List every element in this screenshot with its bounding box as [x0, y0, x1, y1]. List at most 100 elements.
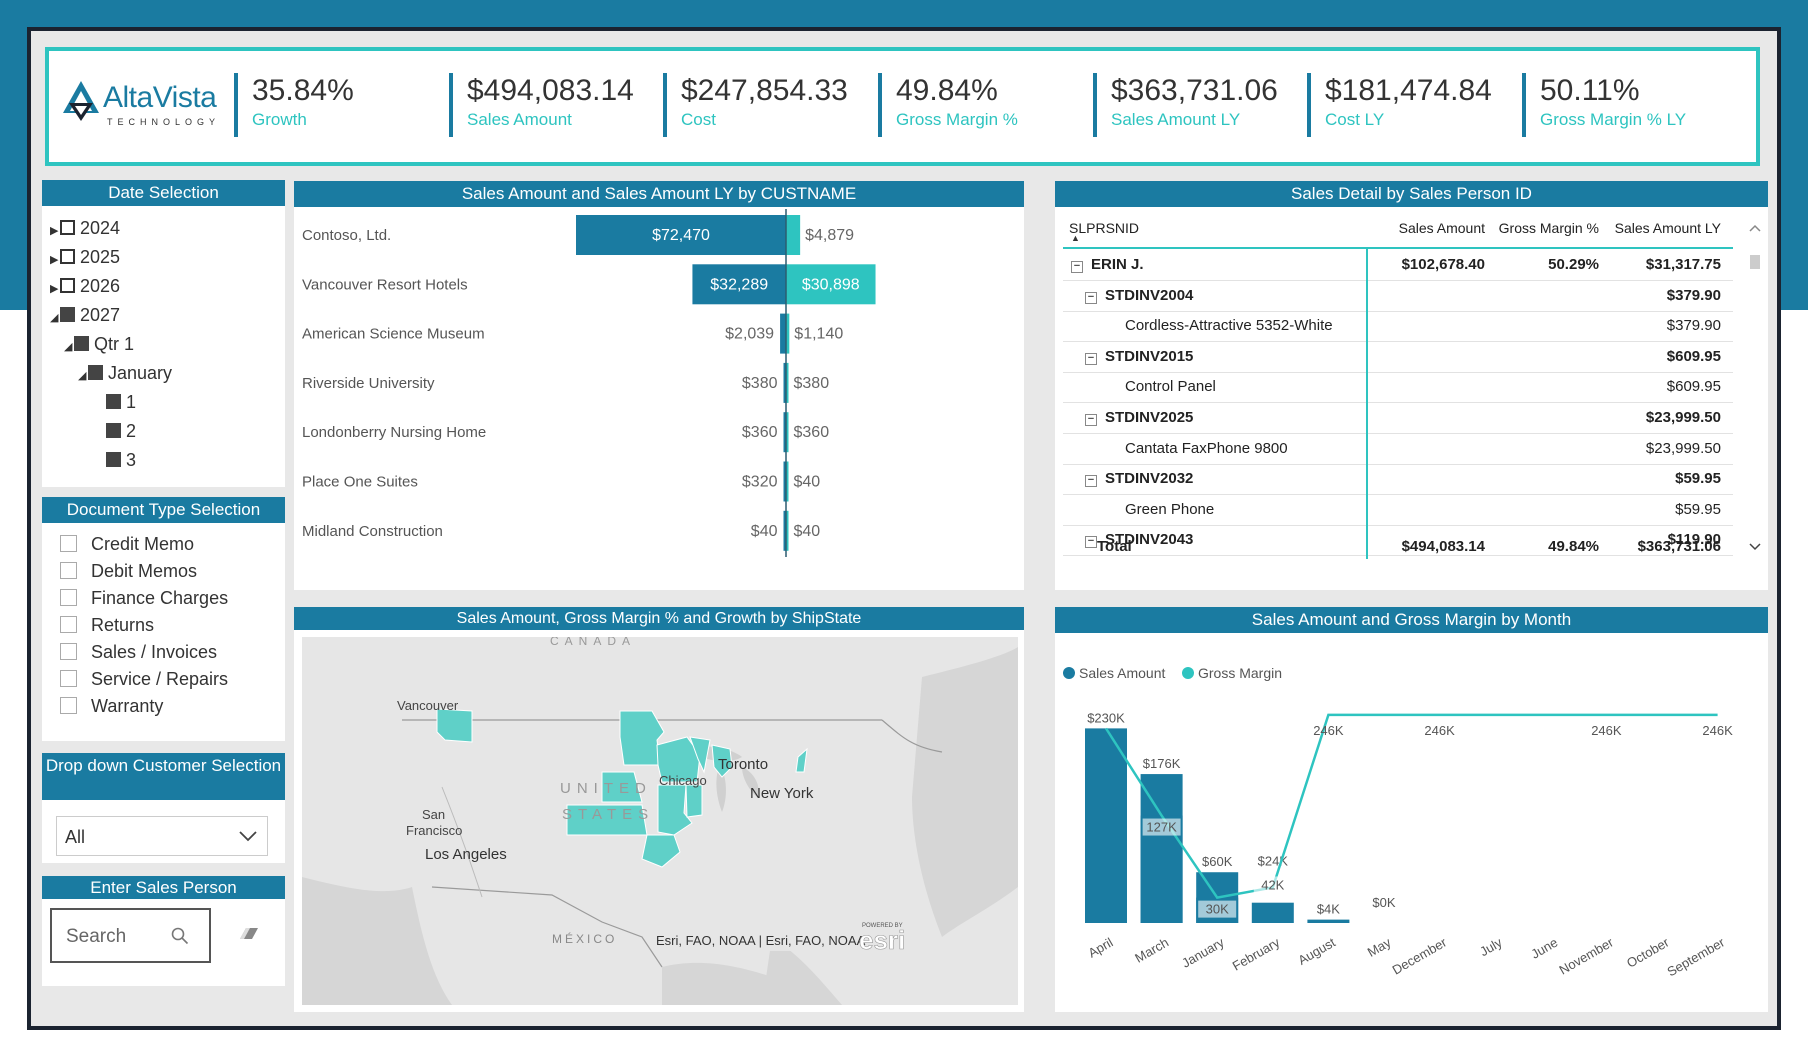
collapse-icon[interactable]: ◢	[64, 341, 73, 353]
sales-ly-bar[interactable]	[786, 313, 790, 354]
quarter-item[interactable]: ◢ Qtr 1	[64, 334, 134, 355]
sales-ly-bar[interactable]	[786, 362, 789, 403]
sales-ly-bar[interactable]	[786, 510, 789, 551]
collapse-icon[interactable]: ◢	[50, 312, 59, 324]
table-row[interactable]: Control Panel $609.95	[1063, 372, 1733, 404]
collapse-icon[interactable]: −	[1085, 525, 1097, 555]
table-row[interactable]: Cordless-Attractive 5352-White $379.90	[1063, 311, 1733, 343]
sales-ly-bar[interactable]	[786, 412, 789, 453]
collapse-icon[interactable]: −	[1085, 342, 1097, 372]
sales-bar[interactable]	[783, 362, 787, 403]
sales-person-search[interactable]: Search	[50, 908, 211, 963]
checkbox-icon[interactable]	[74, 336, 89, 351]
table-row[interactable]: − ERIN J. $102,678.40 50.29% $31,317.75	[1063, 250, 1733, 281]
checkbox-icon[interactable]	[106, 452, 121, 467]
collapse-icon[interactable]: −	[1071, 250, 1083, 280]
year-2024[interactable]: ▶ 2024	[50, 218, 120, 239]
collapse-icon[interactable]: −	[1085, 281, 1097, 311]
sales-bar[interactable]	[780, 313, 786, 354]
table-row[interactable]: − STDINV2015 $609.95	[1063, 342, 1733, 373]
table-row[interactable]: Green Phone $59.95	[1063, 495, 1733, 526]
sales-data-label: $320	[742, 474, 778, 491]
sales-bar[interactable]	[576, 215, 786, 255]
day-item[interactable]: 3	[106, 450, 136, 471]
day-item[interactable]: 2	[106, 421, 136, 442]
day-item[interactable]: 1	[106, 392, 136, 413]
scroll-thumb[interactable]	[1750, 255, 1760, 269]
customer-dropdown-title: Drop down Customer Selection	[42, 753, 285, 800]
doc-option[interactable]: Debit Memos	[60, 561, 197, 582]
table-row[interactable]: − STDINV2025 $23,999.50	[1063, 403, 1733, 434]
sales-bar[interactable]	[1307, 919, 1350, 923]
table-row[interactable]: − STDINV2032 $59.95	[1063, 464, 1733, 496]
sales-data-label: $32,289	[710, 276, 768, 293]
eraser-icon[interactable]	[238, 926, 260, 942]
collapse-icon[interactable]: −	[1085, 464, 1097, 494]
sales-bar[interactable]	[1085, 728, 1127, 923]
sales-ly-bar[interactable]	[786, 215, 801, 255]
doc-option[interactable]: Finance Charges	[60, 588, 228, 609]
sales-data-label: $176K	[1143, 756, 1181, 771]
collapse-icon[interactable]: ◢	[78, 370, 87, 382]
checkbox-icon[interactable]	[60, 670, 77, 687]
table-scrollbar[interactable]	[1747, 219, 1763, 553]
year-2025[interactable]: ▶ 2025	[50, 247, 120, 268]
table-row[interactable]: − STDINV2004 $379.90	[1063, 281, 1733, 312]
expand-icon[interactable]: ▶	[50, 225, 59, 237]
sales-ly-bar[interactable]	[786, 264, 876, 305]
header-sales-amount[interactable]: Sales Amount	[1398, 220, 1485, 236]
sales-bar[interactable]	[783, 412, 787, 453]
customer-select[interactable]: All	[56, 816, 268, 856]
checkbox-icon[interactable]	[60, 278, 75, 293]
map-attribution: Esri, FAO, NOAA | Esri, FAO, NOAA	[656, 933, 866, 948]
search-icon[interactable]	[171, 927, 189, 945]
gm-line[interactable]	[1104, 713, 1718, 899]
checkbox-icon[interactable]	[106, 394, 121, 409]
checkbox-icon[interactable]	[60, 616, 77, 633]
month-chart: Sales Amount Gross Margin $230K April $176K M…	[1063, 665, 1733, 979]
checkbox-icon[interactable]	[60, 697, 77, 714]
year-2026[interactable]: ▶ 2026	[50, 276, 120, 297]
scroll-down-icon[interactable]	[1747, 541, 1763, 553]
header-sales-amount-ly[interactable]: Sales Amount LY	[1614, 220, 1721, 236]
doc-option[interactable]: Sales / Invoices	[60, 642, 217, 663]
doc-option[interactable]: Returns	[60, 615, 154, 636]
gm-data-label: 246K	[1702, 723, 1733, 738]
checkbox-icon[interactable]	[60, 643, 77, 660]
sales-ly-bar[interactable]	[786, 461, 789, 502]
month-label: January	[108, 363, 173, 383]
sales-bar[interactable]	[1251, 902, 1294, 923]
date-slicer-title: Date Selection	[42, 180, 285, 206]
sales-bar[interactable]	[783, 510, 787, 551]
year-2027[interactable]: ◢ 2027	[50, 305, 120, 326]
kpi-label: Sales Amount	[467, 110, 572, 129]
header-gross-margin[interactable]: Gross Margin %	[1498, 220, 1599, 236]
kpi-growth: 35.84% Growth	[234, 73, 354, 137]
map-view[interactable]: CANADA Vancouver UNITED STATES Chicago T…	[302, 637, 1018, 1005]
month-item[interactable]: ◢ January	[78, 363, 172, 384]
sales-bar[interactable]	[783, 461, 787, 502]
doc-option[interactable]: Warranty	[60, 696, 163, 717]
table-row[interactable]: Cantata FaxPhone 9800 $23,999.50	[1063, 434, 1733, 465]
checkbox-icon[interactable]	[106, 423, 121, 438]
checkbox-icon[interactable]	[88, 365, 103, 380]
gm-data-label: 246K	[1591, 723, 1622, 738]
sales-bar[interactable]	[692, 264, 786, 305]
checkbox-icon[interactable]	[60, 589, 77, 606]
doc-option[interactable]: Credit Memo	[60, 534, 194, 555]
checkbox-icon[interactable]	[60, 535, 77, 552]
checkbox-icon[interactable]	[60, 307, 75, 322]
scroll-up-icon[interactable]	[1747, 222, 1763, 234]
collapse-icon[interactable]: −	[1085, 403, 1097, 433]
day-label: 1	[126, 392, 137, 412]
checkbox-icon[interactable]	[60, 249, 75, 264]
checkbox-icon[interactable]	[60, 562, 77, 579]
table-row[interactable]: − STDINV2043 $119.90	[1063, 525, 1733, 557]
expand-icon[interactable]: ▶	[50, 283, 59, 295]
checkbox-icon[interactable]	[60, 220, 75, 235]
doc-option[interactable]: Service / Repairs	[60, 669, 228, 690]
expand-icon[interactable]: ▶	[50, 254, 59, 266]
map-label-vancouver: Vancouver	[397, 698, 459, 713]
header-slprsnid[interactable]: SLPRSNID	[1069, 220, 1140, 236]
kpi-value: $181,474.84	[1325, 74, 1492, 107]
